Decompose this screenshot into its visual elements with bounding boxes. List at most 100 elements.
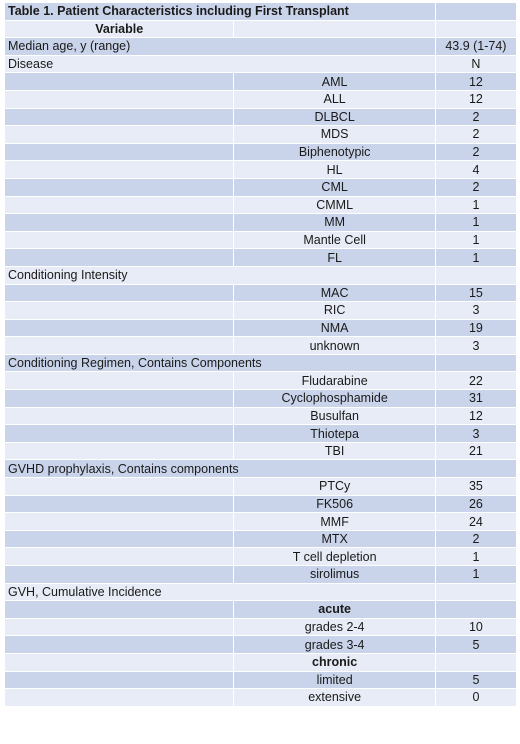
item-label: sirolimus xyxy=(233,565,436,584)
table-row: sirolimus 1 xyxy=(3,565,518,584)
value-cell: 26 xyxy=(434,494,518,514)
item-label: extensive xyxy=(233,688,436,707)
table-row: FK506 26 xyxy=(3,494,518,514)
table-row: chronic xyxy=(3,652,518,672)
empty-cell xyxy=(3,477,235,496)
empty-cell xyxy=(3,142,235,162)
value-cell: 0 xyxy=(434,688,518,707)
table-row: Mantle Cell 1 xyxy=(3,230,518,250)
value-cell: 15 xyxy=(434,283,518,303)
value-cell: 43.9 (1-74) xyxy=(434,37,518,56)
table-row: PTCy 35 xyxy=(3,477,518,496)
item-label: NMA xyxy=(233,318,436,338)
table-row: GVHD prophylaxis, Contains components xyxy=(4,459,518,479)
item-label: unknown xyxy=(233,336,436,355)
item-label: DLBCL xyxy=(233,107,436,127)
value-cell: 22 xyxy=(434,371,518,391)
variable-header: Variable xyxy=(3,19,235,39)
empty-cell xyxy=(3,318,235,338)
item-label: TBI xyxy=(233,441,436,461)
table-row: Fludarabine 22 xyxy=(3,371,518,391)
table-row: acute xyxy=(3,600,518,619)
table-row: AML 12 xyxy=(3,72,518,91)
item-label: grades 3-4 xyxy=(233,635,436,654)
header-empty-cell xyxy=(434,19,518,39)
item-label: acute xyxy=(233,600,436,619)
item-label: grades 2-4 xyxy=(233,617,436,637)
table-row: MAC 15 xyxy=(3,283,518,303)
item-label: MTX xyxy=(233,529,436,549)
value-cell: 31 xyxy=(434,389,518,408)
empty-cell xyxy=(3,494,235,514)
table-row: MTX 2 xyxy=(3,529,518,549)
item-label: Mantle Cell xyxy=(233,230,436,250)
table-row: MDS 2 xyxy=(3,125,518,144)
empty-cell xyxy=(3,125,235,144)
item-label: T cell depletion xyxy=(233,547,436,566)
value-cell: 12 xyxy=(434,72,518,91)
table-title: Table 1. Patient Characteristics includi… xyxy=(4,2,436,21)
empty-cell xyxy=(3,688,235,707)
table-row: CML 2 xyxy=(3,177,518,197)
item-label: AML xyxy=(233,72,436,91)
value-cell: 5 xyxy=(434,670,518,690)
value-cell: 1 xyxy=(434,565,518,584)
item-label: Biphenotypic xyxy=(233,142,436,162)
table-row: limited 5 xyxy=(3,670,518,690)
patient-characteristics-table: Table 1. Patient Characteristics includi… xyxy=(3,2,518,707)
item-label: MM xyxy=(233,213,436,232)
value-cell: 10 xyxy=(434,617,518,637)
table-row: grades 2-4 10 xyxy=(3,617,518,637)
table-row: T cell depletion 1 xyxy=(3,547,518,566)
empty-cell xyxy=(3,107,235,127)
empty-cell xyxy=(3,248,235,267)
item-label: RIC xyxy=(233,301,436,320)
empty-cell xyxy=(3,617,235,637)
empty-cell xyxy=(3,177,235,197)
value-cell: 2 xyxy=(434,107,518,127)
table-row: unknown 3 xyxy=(3,336,518,355)
table-row: HL 4 xyxy=(3,160,518,179)
section-label: Conditioning Intensity xyxy=(4,265,436,285)
table-row: Busulfan 12 xyxy=(3,406,518,426)
table-row: FL 1 xyxy=(3,248,518,267)
value-cell xyxy=(434,582,518,602)
value-cell: 1 xyxy=(434,230,518,250)
table-row: TBI 21 xyxy=(3,441,518,461)
empty-cell xyxy=(3,389,235,408)
empty-cell xyxy=(3,89,235,109)
item-label: ALL xyxy=(233,89,436,109)
table-row: extensive 0 xyxy=(3,688,518,707)
section-label: GVH, Cumulative Incidence xyxy=(4,582,436,602)
table-title-empty-cell xyxy=(434,2,518,21)
empty-cell xyxy=(3,283,235,303)
empty-cell xyxy=(3,406,235,426)
empty-cell xyxy=(3,670,235,690)
empty-cell xyxy=(3,635,235,654)
value-cell: 2 xyxy=(434,125,518,144)
item-label: Cyclophosphamide xyxy=(233,389,436,408)
item-label: HL xyxy=(233,160,436,179)
table-row: MMF 24 xyxy=(3,512,518,531)
item-label: FK506 xyxy=(233,494,436,514)
value-cell xyxy=(434,459,518,479)
table-row: NMA 19 xyxy=(3,318,518,338)
value-cell: 24 xyxy=(434,512,518,531)
value-cell: 4 xyxy=(434,160,518,179)
item-label: Thiotepa xyxy=(233,424,436,443)
value-cell: 2 xyxy=(434,529,518,549)
table-row: Biphenotypic 2 xyxy=(3,142,518,162)
value-cell xyxy=(434,652,518,672)
value-cell: 19 xyxy=(434,318,518,338)
header-empty-cell xyxy=(233,19,436,39)
item-label: MMF xyxy=(233,512,436,531)
empty-cell xyxy=(3,547,235,566)
item-label: CMML xyxy=(233,195,436,215)
value-cell: 12 xyxy=(434,89,518,109)
section-label: Conditioning Regimen, Contains Component… xyxy=(4,353,436,373)
empty-cell xyxy=(3,72,235,91)
section-label: GVHD prophylaxis, Contains components xyxy=(4,459,436,479)
table-row: MM 1 xyxy=(3,213,518,232)
empty-cell xyxy=(3,213,235,232)
empty-cell xyxy=(3,195,235,215)
